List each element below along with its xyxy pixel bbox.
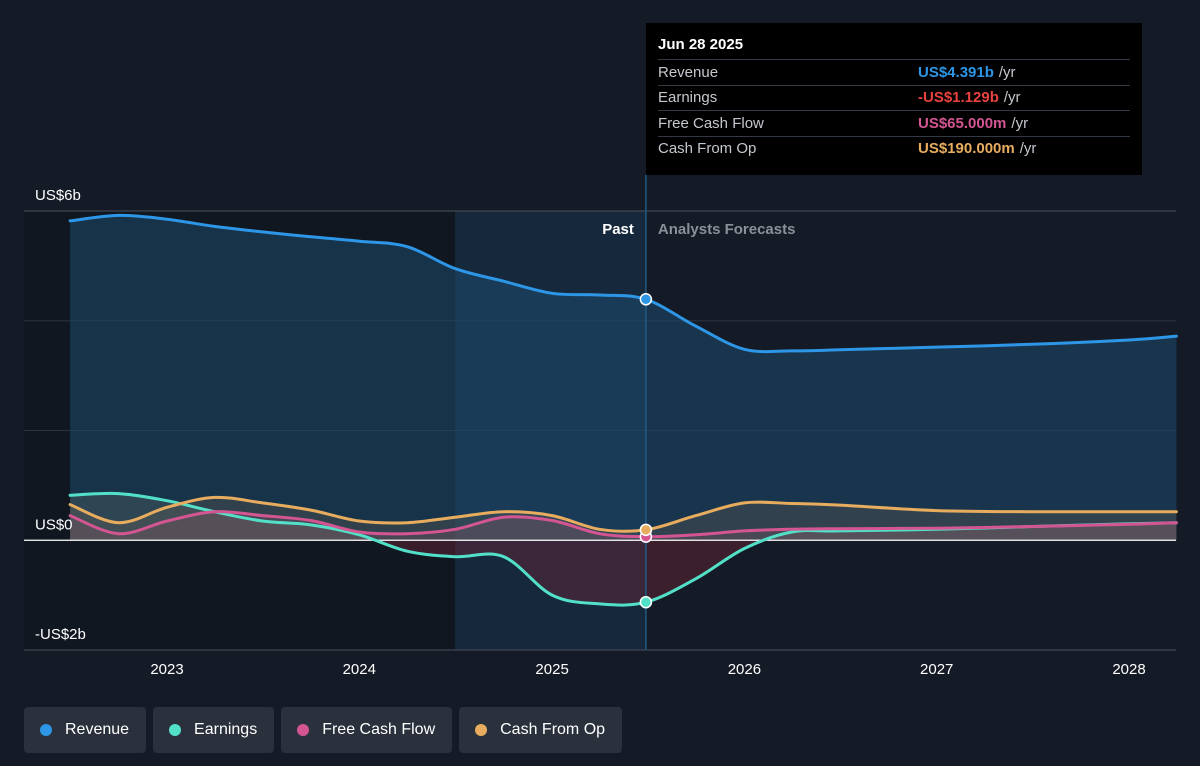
y-tick-label: US$0 xyxy=(35,516,73,533)
legend-label: Cash From Op xyxy=(500,721,606,738)
tooltip-unit: /yr xyxy=(998,63,1016,81)
tooltip-row-earnings: Earnings -US$1.129b /yr xyxy=(658,84,1130,111)
tooltip-row-revenue: Revenue US$4.391b /yr xyxy=(658,59,1130,85)
tooltip-row-free-cash-flow: Free Cash Flow US$65.000m /yr xyxy=(658,110,1130,136)
x-tick-label: 2023 xyxy=(150,661,183,678)
marker-cash-from-op xyxy=(639,523,653,537)
chart-area: US$6b US$0 -US$2b 2023 2024 2025 2026 2027 2028… xyxy=(24,175,1178,678)
legend: Revenue Earnings Free Cash Flow Cash Fro… xyxy=(24,707,623,753)
marker-earnings xyxy=(639,595,653,609)
y-axis-labels: US$6b US$0 -US$2b xyxy=(35,187,86,643)
area-revenue xyxy=(70,215,1177,540)
x-tick-label: 2025 xyxy=(535,661,568,678)
legend-item-earnings[interactable]: Earnings xyxy=(153,707,275,753)
legend-item-free-cash-flow[interactable]: Free Cash Flow xyxy=(281,707,453,753)
tooltip-value: US$190.000m xyxy=(918,140,1015,158)
y-tick-label: US$6b xyxy=(35,187,81,204)
x-tick-label: 2028 xyxy=(1112,661,1145,678)
x-tick-label: 2024 xyxy=(343,661,376,678)
tooltip-label: Earnings xyxy=(658,89,718,107)
tooltip-unit: /yr xyxy=(1003,89,1021,107)
x-tick-label: 2027 xyxy=(920,661,953,678)
marker-revenue xyxy=(639,293,653,306)
y-tick-label: -US$2b xyxy=(35,626,86,643)
line-revenue xyxy=(68,213,1178,354)
line-cash-from-op xyxy=(68,495,1178,533)
tooltip-label: Free Cash Flow xyxy=(658,114,764,132)
line-free-cash-flow xyxy=(68,510,1178,539)
tooltip-label: Revenue xyxy=(658,63,719,81)
tooltip-unit: /yr xyxy=(1019,140,1037,158)
tooltip-date: Jun 28 2025 xyxy=(658,36,744,53)
forecast-label: Analysts Forecasts xyxy=(658,221,796,238)
tooltip: Jun 28 2025 Revenue US$4.391b /yr Earnin… xyxy=(646,23,1142,175)
legend-item-revenue[interactable]: Revenue xyxy=(24,707,147,753)
series-lines xyxy=(68,213,1178,607)
legend-label: Revenue xyxy=(65,721,130,738)
legend-item-cash-from-op[interactable]: Cash From Op xyxy=(459,707,623,753)
x-tick-label: 2026 xyxy=(728,661,761,678)
hover-markers xyxy=(639,293,653,609)
tooltip-value: -US$1.129b xyxy=(918,89,999,107)
legend-label: Free Cash Flow xyxy=(322,721,436,738)
past-label: Past xyxy=(602,221,634,238)
legend-dot-icon xyxy=(475,724,488,736)
legend-dot-icon xyxy=(169,724,182,736)
tooltip-unit: /yr xyxy=(1011,114,1029,132)
legend-dot-icon xyxy=(40,724,52,736)
tooltip-label: Cash From Op xyxy=(658,140,757,158)
legend-dot-icon xyxy=(297,724,310,736)
tooltip-value: US$65.000m xyxy=(918,114,1007,132)
tooltip-value: US$4.391b xyxy=(918,63,994,81)
area-earnings-negative xyxy=(70,540,1177,606)
area-earnings xyxy=(70,493,1177,540)
legend-label: Earnings xyxy=(194,721,258,738)
x-axis-labels: 2023 2024 2025 2026 2027 2028 xyxy=(150,661,1145,678)
tooltip-row-cash-from-op: Cash From Op US$190.000m /yr xyxy=(658,135,1130,162)
